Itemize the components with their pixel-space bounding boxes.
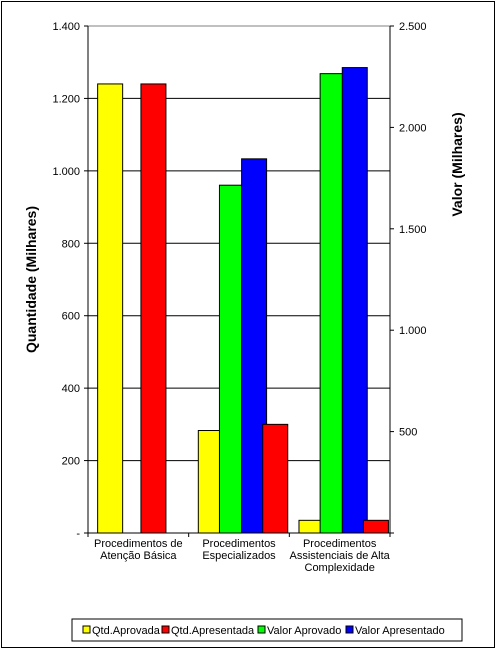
left-tick-label: 1.200 [52, 93, 80, 105]
legend-swatch [161, 625, 170, 634]
category-label: Procedimentos [202, 538, 276, 550]
right-tick-label: 1.500 [399, 224, 427, 236]
left-tick-label: 800 [62, 238, 80, 250]
bar [319, 73, 346, 534]
legend-label: Valor Aprovado [267, 625, 341, 637]
category-label: Procedimentos [303, 538, 377, 550]
category-label: Especializados [202, 550, 276, 562]
left-tick-label: 600 [62, 311, 80, 323]
left-tick-label: 1.400 [52, 21, 80, 33]
right-tick-label: 1.000 [399, 325, 427, 337]
legend-label: Qtd.Aprovada [92, 625, 161, 637]
bar [97, 83, 124, 534]
bar [362, 519, 389, 534]
bar [341, 67, 368, 534]
bar [218, 184, 245, 534]
legend-swatch [82, 625, 91, 634]
right-tick-label: 2.000 [399, 122, 427, 134]
bar [140, 83, 167, 534]
category-label: Assistenciais de Alta [290, 550, 391, 562]
category-label: Complexidade [305, 562, 375, 574]
legend-swatch [257, 625, 266, 634]
left-tick-label: 200 [62, 456, 80, 468]
category-label: Procedimentos de [94, 538, 183, 550]
left-tick-label: 400 [62, 383, 80, 395]
left-tick-label: 1.000 [52, 166, 80, 178]
bar [262, 423, 289, 534]
legend-label: Valor Apresentado [355, 625, 445, 637]
legend-box [71, 618, 463, 642]
legend-swatch [345, 625, 354, 634]
left-tick-label: - [76, 528, 80, 540]
right-tick-label: 500 [399, 427, 417, 439]
category-label: Atenção Básica [100, 550, 177, 562]
y-axis-title: Quantidade (Milhares) [23, 206, 39, 353]
y2-axis-title: Valor (Milhares) [449, 112, 465, 216]
right-tick-label: 2.500 [399, 21, 427, 33]
legend-label: Qtd.Apresentada [171, 625, 255, 637]
